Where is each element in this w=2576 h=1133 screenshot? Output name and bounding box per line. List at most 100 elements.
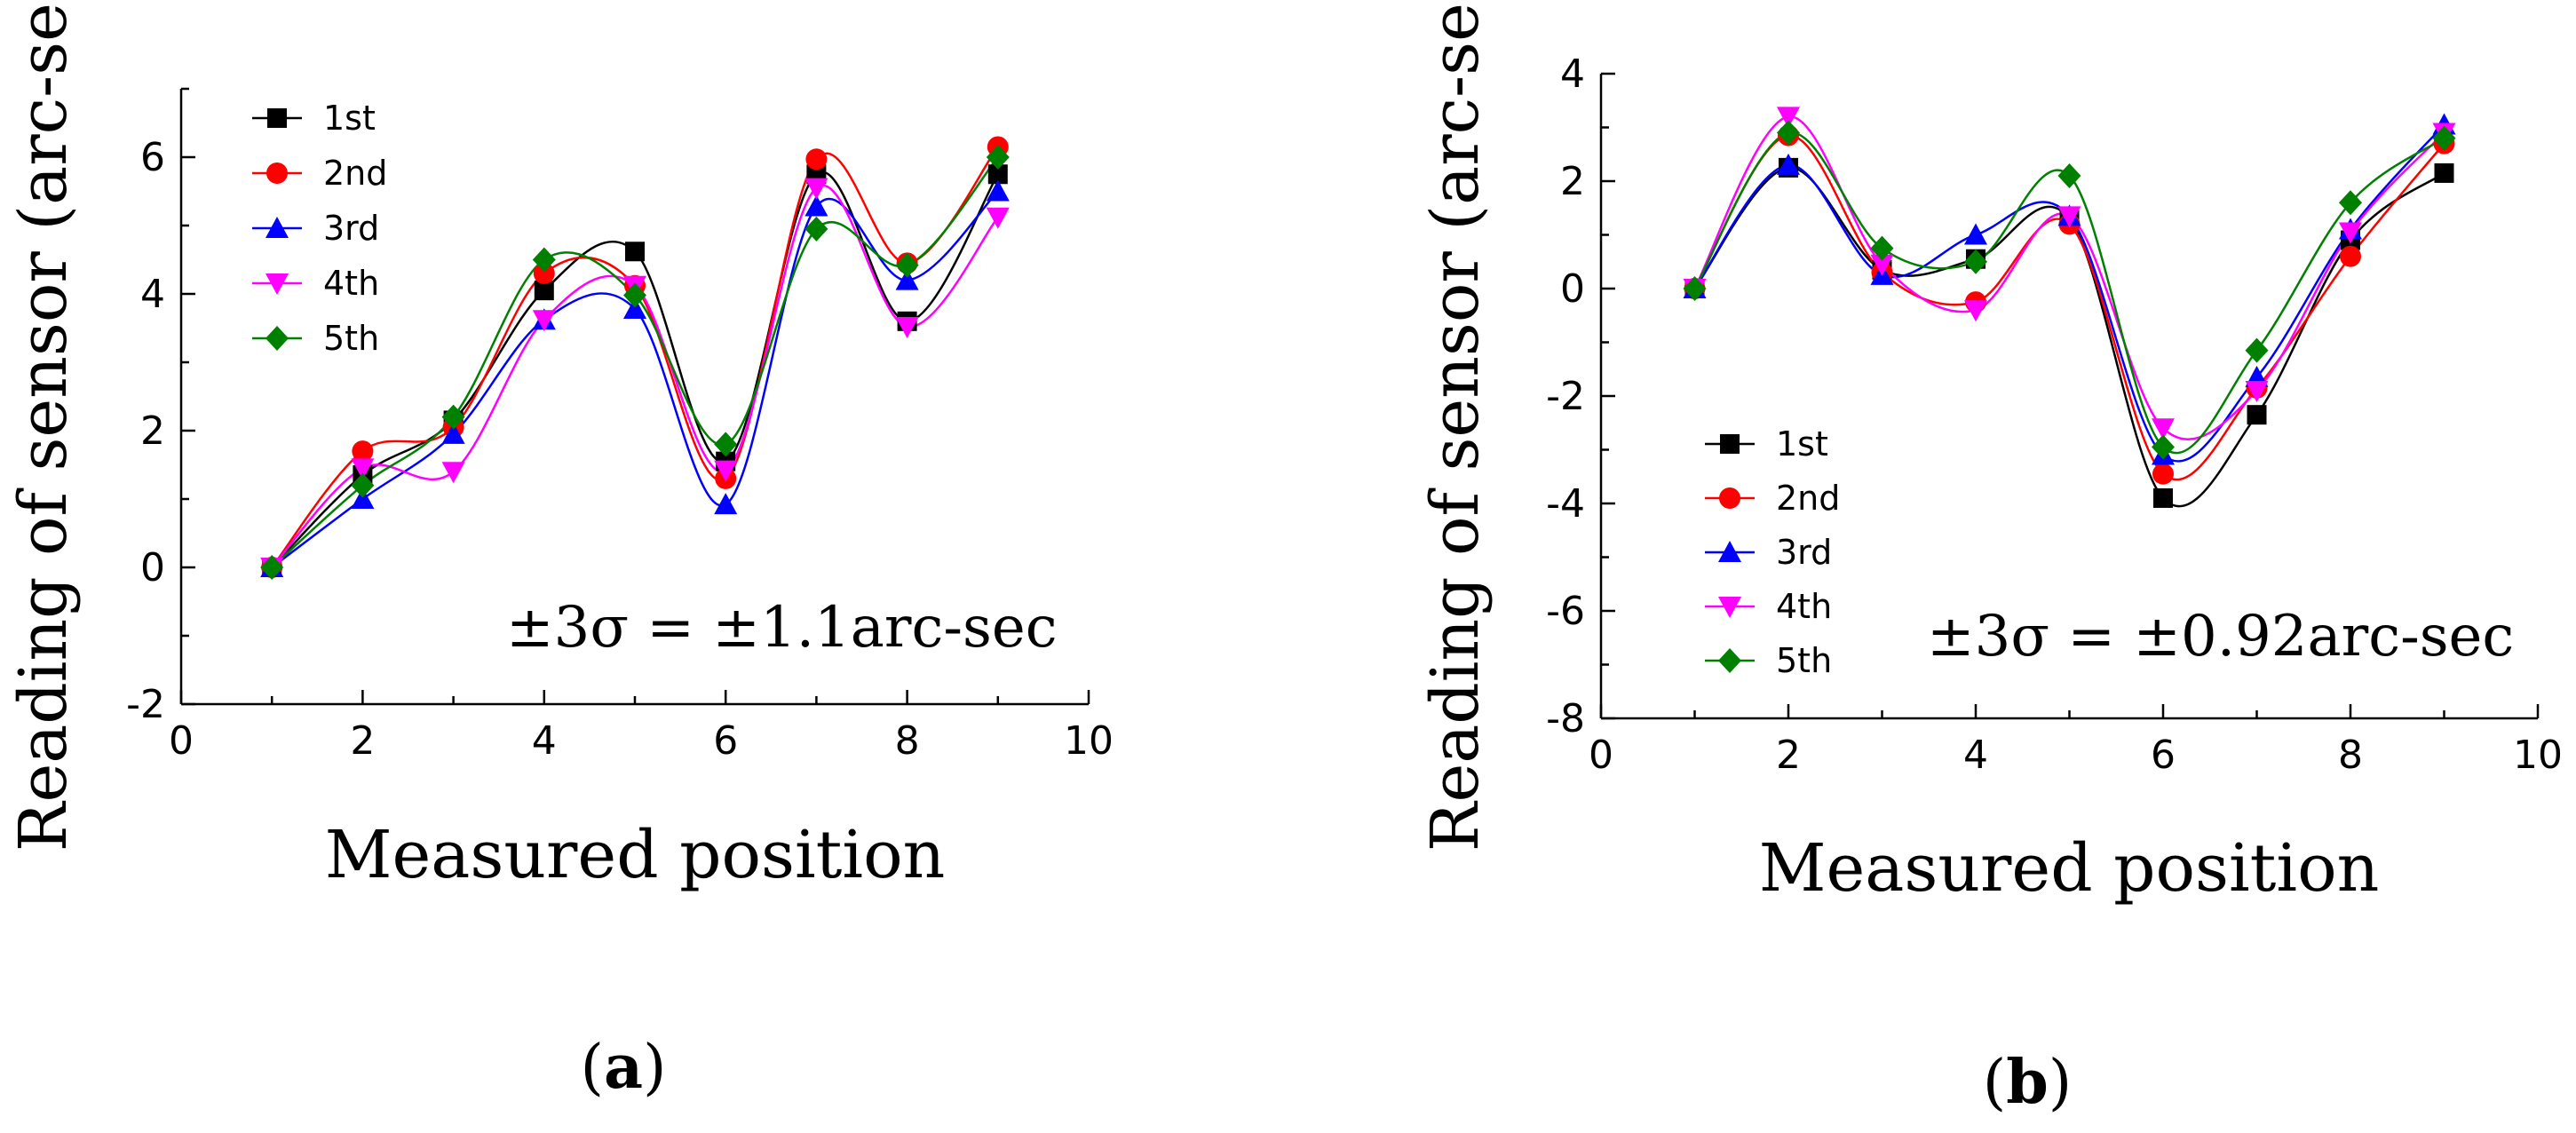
series-line-1st bbox=[271, 170, 999, 568]
legend-swatch-marker bbox=[266, 217, 289, 238]
legend-entry: 2nd bbox=[1776, 479, 1840, 518]
data-point-5th bbox=[2152, 434, 2175, 460]
data-point-3rd bbox=[986, 179, 1010, 202]
x-tick-label: 10 bbox=[1064, 718, 1114, 764]
legend-swatch-marker bbox=[1718, 597, 1741, 618]
data-point-3rd bbox=[1964, 223, 1987, 245]
data-point-5th bbox=[1870, 235, 1894, 261]
x-tick-label: 6 bbox=[713, 718, 738, 764]
data-point-3rd bbox=[441, 422, 465, 444]
data-point-3rd bbox=[1777, 153, 1800, 175]
x-tick-label: 10 bbox=[2513, 733, 2563, 778]
panel-label-letter: a bbox=[604, 1032, 643, 1103]
data-point-1st bbox=[2434, 162, 2454, 183]
data-point-5th bbox=[1964, 249, 1987, 274]
x-tick-label: 2 bbox=[350, 718, 375, 764]
data-point-4th bbox=[2339, 222, 2362, 244]
y-tick-label: -8 bbox=[1546, 696, 1585, 741]
y-axis-title: Reading of sensor (arc-sec) bbox=[1417, 0, 1494, 852]
data-point-2nd bbox=[533, 262, 555, 284]
data-point-4th bbox=[895, 316, 919, 338]
data-point-5th bbox=[1777, 120, 1800, 146]
data-point-2nd bbox=[2152, 463, 2174, 485]
y-axis-title: Reading of sensor (arc-sec) bbox=[5, 0, 82, 852]
data-point-3rd bbox=[805, 194, 828, 217]
legend-swatch-marker bbox=[1720, 434, 1740, 454]
data-point-2nd bbox=[2340, 245, 2361, 267]
x-tick-label: 8 bbox=[2338, 733, 2363, 778]
series-line-5th bbox=[1693, 131, 2445, 455]
data-point-4th bbox=[2245, 380, 2269, 402]
data-point-5th bbox=[2339, 190, 2362, 216]
data-point-5th bbox=[532, 247, 556, 273]
data-point-4th bbox=[1964, 300, 1987, 322]
legend-swatch-marker bbox=[267, 108, 287, 128]
x-tick-label: 6 bbox=[2151, 733, 2176, 778]
data-point-4th bbox=[1870, 254, 1894, 276]
legend-entry: 5th bbox=[323, 319, 379, 358]
data-point-3rd bbox=[351, 487, 375, 509]
y-tick-label: 6 bbox=[140, 135, 165, 180]
legend-swatch-marker bbox=[1718, 648, 1741, 673]
y-tick-label: 2 bbox=[1560, 159, 1585, 204]
data-point-1st bbox=[987, 164, 1008, 185]
data-point-4th bbox=[351, 458, 375, 480]
chart-panel-b: 0 2 4 6 8 10 -8 -6 -4 -2 0 2 4 Measured position Readi… bbox=[1417, 0, 2563, 1118]
legend-entry: 4th bbox=[1776, 587, 1832, 626]
data-point-5th bbox=[623, 282, 646, 308]
y-tick-label: 0 bbox=[140, 545, 165, 590]
data-point-1st bbox=[625, 242, 645, 262]
data-point-5th bbox=[714, 432, 738, 457]
y-tick-label: -6 bbox=[1546, 589, 1585, 634]
panel-label-close: ) bbox=[2049, 1048, 2073, 1118]
y-tick-label: -4 bbox=[1546, 481, 1585, 527]
series-line-3rd bbox=[271, 190, 999, 568]
data-point-4th bbox=[1777, 107, 1800, 129]
data-point-4th bbox=[986, 207, 1010, 229]
series-line-2nd bbox=[271, 146, 999, 568]
legend-entry: 3rd bbox=[323, 209, 379, 248]
data-point-5th bbox=[805, 216, 828, 242]
panel-label: (b) bbox=[1983, 1047, 2073, 1118]
x-axis-title: Measured position bbox=[325, 817, 946, 893]
y-tick-label: 4 bbox=[140, 272, 165, 317]
data-point-1st bbox=[2247, 405, 2267, 425]
data-point-4th bbox=[532, 310, 556, 332]
sigma-annotation: ±3σ = ±1.1arc-sec bbox=[506, 595, 1058, 661]
data-point-5th bbox=[895, 252, 919, 278]
y-tick-label: 2 bbox=[140, 408, 165, 454]
data-point-5th bbox=[1683, 276, 1707, 301]
legend-entry: 4th bbox=[323, 264, 379, 303]
data-point-5th bbox=[441, 404, 465, 430]
data-point-2nd bbox=[805, 148, 828, 170]
legend-entry: 1st bbox=[1776, 424, 1828, 464]
series-line-5th bbox=[271, 156, 999, 568]
data-point-5th bbox=[351, 472, 375, 498]
panel-label-open: ( bbox=[1983, 1048, 2007, 1118]
legend-entry: 3rd bbox=[1776, 533, 1832, 572]
legend-swatch-marker bbox=[1719, 487, 1740, 509]
data-point-1st bbox=[2153, 487, 2173, 508]
x-tick-label: 0 bbox=[169, 718, 194, 764]
data-point-4th bbox=[2152, 418, 2175, 440]
legend-swatch-marker bbox=[266, 162, 288, 184]
panel-label-open: ( bbox=[580, 1033, 604, 1103]
legend-entry: 2nd bbox=[323, 154, 387, 193]
legend: 1st 2nd 3rd 4th 5th bbox=[252, 99, 387, 358]
x-axis-title: Measured position bbox=[1759, 830, 2380, 907]
data-point-5th bbox=[2432, 125, 2456, 151]
data-point-4th bbox=[2057, 206, 2081, 228]
legend: 1st 2nd 3rd 4th 5th bbox=[1705, 424, 1840, 680]
y-tick-label: -2 bbox=[126, 682, 165, 727]
series-line-3rd bbox=[1693, 123, 2445, 463]
data-point-3rd bbox=[895, 268, 919, 290]
y-tick-label: 4 bbox=[1560, 52, 1585, 97]
x-tick-label: 2 bbox=[1776, 733, 1801, 778]
data-point-5th bbox=[2057, 162, 2081, 188]
y-tick-label: 0 bbox=[1560, 266, 1585, 312]
panel-label-letter: b bbox=[2006, 1047, 2049, 1118]
data-point-4th bbox=[441, 462, 465, 484]
x-tick-label: 4 bbox=[1963, 733, 1988, 778]
